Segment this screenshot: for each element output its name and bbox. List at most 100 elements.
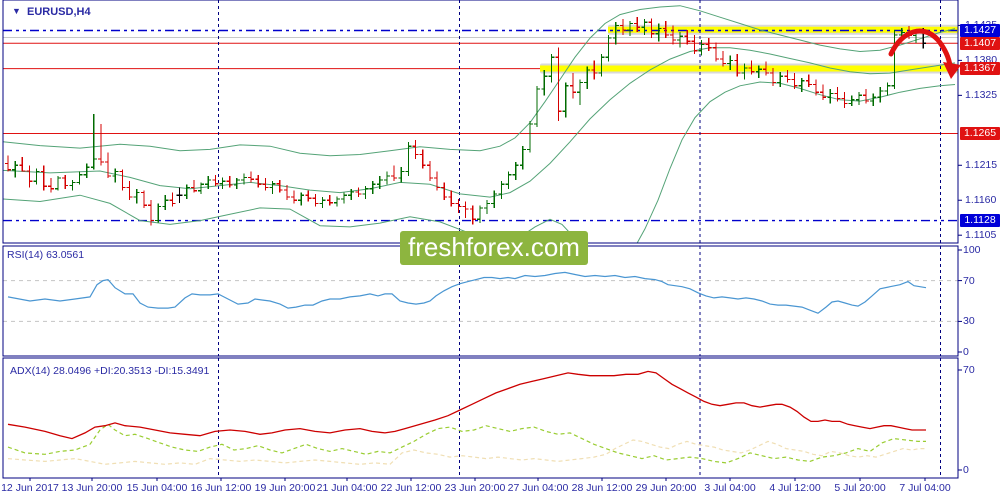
- price-bar: [555, 47, 562, 121]
- price-bar: [291, 190, 297, 204]
- time-axis-label: 5 Jul 20:00: [834, 482, 886, 494]
- price-bar: [855, 92, 862, 105]
- rsi-axis-label: 70: [963, 274, 975, 287]
- price-bar: [140, 190, 147, 208]
- price-tick-label: 1.1160: [965, 194, 997, 207]
- price-bar: [355, 187, 362, 198]
- rsi-axis-label: 30: [963, 315, 975, 328]
- price-bar: [741, 63, 748, 80]
- price-bar: [784, 69, 791, 83]
- price-bar: [648, 18, 655, 39]
- time-axis-label: 19 Jun 20:00: [254, 482, 316, 494]
- price-bar: [848, 95, 855, 107]
- price-bar: [434, 171, 440, 191]
- time-axis-label: 21 Jun 04:00: [316, 482, 378, 494]
- price-bar: [548, 54, 555, 83]
- price-bar: [5, 155, 11, 172]
- price-bar: [791, 73, 798, 89]
- price-bar: [441, 182, 448, 201]
- trend-arrow[interactable]: [888, 28, 953, 69]
- price-bar: [426, 160, 433, 182]
- price-bar: [212, 174, 219, 187]
- price-bar: [634, 17, 641, 32]
- price-bar: [619, 19, 626, 35]
- price-bar: [190, 179, 197, 193]
- price-bar: [369, 181, 376, 194]
- rsi-indicator-label: RSI(14) 63.0561: [7, 249, 85, 261]
- price-tick-label: 1.1325: [965, 89, 998, 102]
- price-bar: [362, 186, 369, 199]
- rsi-axis-label: 100: [963, 244, 981, 256]
- time-axis-label: 23 Jun 20:00: [444, 482, 506, 494]
- price-bar: [698, 40, 705, 56]
- price-bar: [462, 201, 469, 218]
- time-axis-label: 16 Jun 12:00: [190, 482, 252, 494]
- price-bar: [662, 21, 669, 39]
- price-bar: [491, 190, 498, 208]
- price-bar: [376, 176, 383, 189]
- adx-pane: [7, 358, 941, 478]
- price-bar: [884, 82, 891, 96]
- price-bar: [512, 162, 519, 180]
- price-bar: [148, 200, 154, 226]
- price-bar: [248, 171, 255, 183]
- price-bar: [40, 165, 47, 191]
- price-bar: [55, 176, 62, 191]
- time-axis-label: 13 Jun 20:00: [61, 482, 123, 494]
- minus-di-line: [7, 439, 926, 465]
- price-bar: [734, 54, 741, 77]
- price-bar: [312, 193, 319, 207]
- price-bar: [677, 31, 684, 48]
- price-bar: [605, 35, 612, 62]
- price-bar: [669, 25, 676, 45]
- adx-axis-label: 70: [963, 364, 975, 376]
- price-bar: [863, 89, 869, 104]
- time-axis-label: 12 Jun 2017: [1, 482, 59, 494]
- price-bar: [534, 85, 541, 128]
- price-bar: [219, 177, 226, 189]
- price-bar: [777, 71, 784, 88]
- trend-arrow-head[interactable]: [943, 62, 961, 79]
- price-bar: [727, 55, 734, 70]
- price-badge-1.1427: 1.1427: [960, 24, 1000, 37]
- yellow-highlight-zone[interactable]: [608, 26, 958, 33]
- price-bar: [484, 200, 491, 215]
- price-bar: [133, 188, 140, 204]
- rsi-line: [7, 271, 927, 314]
- price-bar: [112, 168, 119, 183]
- price-bar: [641, 19, 648, 35]
- price-badge-1.1265: 1.1265: [960, 126, 1000, 140]
- symbol-period-label: EURUSD,H4: [27, 6, 91, 18]
- price-bar: [705, 38, 712, 51]
- broker-watermark: freshforex.com: [400, 231, 588, 265]
- adx-pane-border: [2, 357, 959, 479]
- price-bar: [505, 171, 512, 189]
- bollinger-upper-band: [3, 5, 956, 157]
- price-tick-label: 1.1215: [965, 159, 998, 172]
- price-bar: [326, 195, 333, 206]
- price-bar: [19, 157, 26, 172]
- price-bar: [577, 79, 583, 105]
- price-bar: [262, 178, 269, 191]
- price-bar: [720, 50, 726, 67]
- price-bar: [755, 65, 762, 79]
- price-bar: [762, 61, 769, 76]
- price-bar: [841, 92, 848, 109]
- price-tick-label: 1.1105: [965, 229, 997, 242]
- price-bar: [155, 203, 162, 223]
- price-bar: [283, 185, 290, 201]
- price-bar: [162, 195, 169, 210]
- price-bar: [333, 196, 340, 207]
- plus-di-line: [7, 423, 926, 464]
- time-axis-label: 7 Jul 04:00: [899, 482, 951, 494]
- price-bar: [412, 139, 419, 159]
- price-bar: [598, 54, 605, 77]
- price-bar: [476, 205, 483, 224]
- price-bar: [519, 146, 526, 170]
- price-bar: [26, 165, 33, 188]
- price-bar: [627, 21, 634, 37]
- price-bar: [226, 176, 233, 188]
- price-bar: [834, 87, 841, 102]
